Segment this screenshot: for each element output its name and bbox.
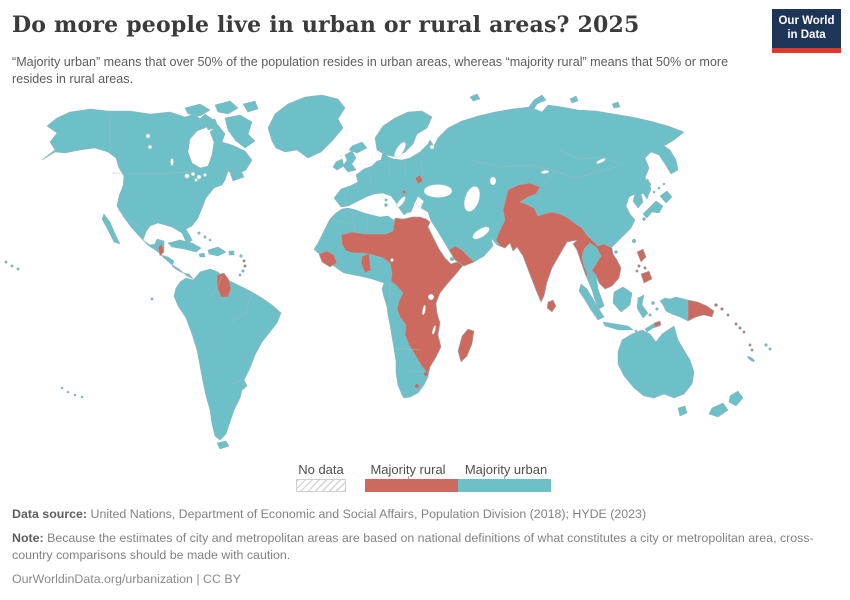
- region-yemen[interactable]: [448, 245, 475, 267]
- region-svalbard[interactable]: [469, 93, 621, 109]
- region-ireland[interactable]: [332, 158, 345, 171]
- legend-tick-rural: [408, 476, 409, 481]
- citation-link[interactable]: OurWorldinData.org/urbanization | CC BY: [12, 572, 241, 587]
- region-pacific-small-islands[interactable]: [4, 260, 154, 399]
- region-timor-leste[interactable]: [653, 320, 662, 328]
- chart-subtitle: “Majority urban” means that over 50% of …: [12, 55, 729, 86]
- region-caribbean-rural-islands[interactable]: [242, 259, 247, 268]
- map-legend: No data Majority rural Majority urban: [0, 462, 850, 496]
- region-hainan[interactable]: [614, 250, 618, 254]
- region-bosnia[interactable]: [401, 189, 407, 195]
- region-novaya-zemlya[interactable]: [527, 94, 547, 113]
- region-south-america[interactable]: [173, 268, 282, 441]
- region-united-kingdom[interactable]: [342, 150, 357, 173]
- region-sardinia[interactable]: [384, 203, 388, 207]
- world-map-svg[interactable]: [0, 86, 850, 462]
- region-belize[interactable]: [157, 243, 165, 257]
- inland-seas: [145, 133, 606, 335]
- world-map[interactable]: [0, 86, 850, 462]
- region-moldova[interactable]: [414, 174, 424, 185]
- legend-swatch-no-data[interactable]: [296, 479, 346, 492]
- legend-swatch-majority-rural[interactable]: [365, 479, 458, 492]
- region-java[interactable]: [602, 321, 634, 331]
- region-sumatra[interactable]: [578, 283, 605, 321]
- region-pacific-islands[interactable]: [634, 182, 772, 362]
- note-line: Note: Because the estimates of city and …: [12, 530, 838, 564]
- region-africa-rural-belt[interactable]: [340, 216, 465, 375]
- region-papua-new-guinea[interactable]: [687, 299, 715, 322]
- region-kyushu[interactable]: [642, 217, 646, 221]
- region-arctic-islands[interactable]: [184, 100, 259, 149]
- region-melanesia-rural-islands[interactable]: [714, 303, 754, 352]
- country-borders: [109, 114, 623, 385]
- region-lesotho[interactable]: [414, 383, 420, 389]
- region-cuba[interactable]: [167, 239, 202, 253]
- region-tasmania[interactable]: [677, 405, 688, 417]
- legend-label-no-data: No data: [298, 462, 344, 477]
- legend-label-majority-rural: Majority rural: [370, 462, 446, 477]
- region-jamaica[interactable]: [198, 252, 206, 258]
- region-greenland[interactable]: [267, 94, 346, 159]
- region-sri-lanka[interactable]: [546, 299, 557, 313]
- owid-logo[interactable]: Our World in Data: [772, 9, 841, 53]
- region-philippines[interactable]: [636, 248, 653, 284]
- region-guinea[interactable]: [318, 250, 338, 268]
- region-japan[interactable]: [642, 190, 673, 219]
- region-baja-california[interactable]: [101, 213, 121, 245]
- owid-logo-line2: in Data: [787, 28, 826, 41]
- note-text: Because the estimates of city and metrop…: [12, 531, 814, 563]
- data-source-line: Data source: United Nations, Department …: [12, 506, 838, 523]
- region-newfoundland[interactable]: [229, 168, 245, 182]
- region-new-zealand[interactable]: [708, 390, 744, 418]
- region-thailand[interactable]: [581, 242, 602, 281]
- legend-tick-urban: [504, 476, 505, 481]
- region-tierra-del-fuego[interactable]: [216, 440, 230, 450]
- region-puerto-rico[interactable]: [228, 250, 235, 256]
- region-hispaniola[interactable]: [207, 246, 227, 257]
- legend-label-majority-urban: Majority urban: [464, 462, 548, 477]
- legend-swatch-majority-urban[interactable]: [458, 479, 551, 492]
- region-djibouti[interactable]: [449, 256, 455, 262]
- data-source-label: Data source:: [12, 507, 88, 521]
- region-borneo[interactable]: [612, 286, 633, 313]
- region-iceland[interactable]: [348, 141, 368, 154]
- region-eswatini[interactable]: [423, 371, 429, 377]
- owid-logo-line1: Our World: [778, 15, 835, 28]
- region-australia[interactable]: [617, 325, 695, 399]
- region-madagascar[interactable]: [457, 328, 475, 363]
- region-philippines-visayas[interactable]: [635, 264, 647, 273]
- region-north-america[interactable]: [41, 108, 253, 280]
- region-corsica[interactable]: [384, 198, 388, 202]
- region-sulawesi[interactable]: [636, 294, 649, 319]
- region-atlantic-caribbean-islands[interactable]: [197, 231, 245, 277]
- note-label: Note:: [12, 531, 44, 546]
- data-source-text: United Nations, Department of Economic a…: [87, 507, 647, 521]
- page-title: Do more people live in urban or rural ar…: [12, 12, 640, 38]
- chart-footer: Data source: United Nations, Department …: [12, 506, 838, 588]
- region-taiwan[interactable]: [631, 238, 637, 244]
- region-sakhalin[interactable]: [642, 178, 652, 200]
- region-west-new-guinea[interactable]: [659, 296, 689, 322]
- region-togo-benin[interactable]: [360, 253, 372, 274]
